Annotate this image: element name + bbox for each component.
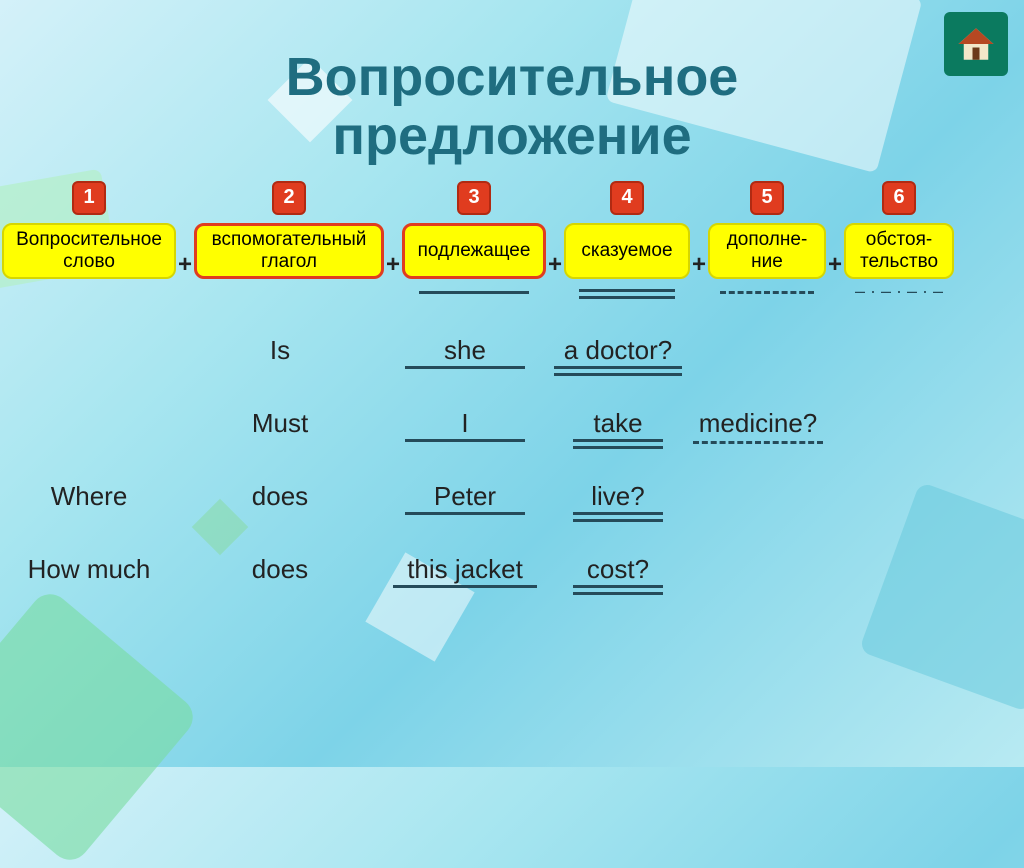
ex4-qword: How much bbox=[2, 554, 176, 585]
underline-key-row bbox=[0, 283, 1024, 307]
example-row-3: Where does Peter live? bbox=[0, 481, 1024, 518]
part-number-5: 5 bbox=[750, 181, 784, 215]
ex4-subject: this jacket bbox=[384, 554, 546, 588]
ex3-qword: Where bbox=[2, 481, 176, 512]
home-icon bbox=[955, 23, 997, 65]
ex3-aux: does bbox=[176, 481, 384, 512]
plus-5: + bbox=[826, 251, 844, 279]
plus-1: + bbox=[176, 251, 194, 279]
part-label-2: вспомогательный глагол bbox=[194, 223, 384, 279]
underline-key-adverbial bbox=[844, 285, 954, 305]
underline-key-subject bbox=[402, 285, 546, 305]
ex3-subject: Peter bbox=[384, 481, 546, 515]
plus-3: + bbox=[546, 251, 564, 279]
example-row-4: How much does this jacket cost? bbox=[0, 554, 1024, 591]
part-number-2: 2 bbox=[272, 181, 306, 215]
example-row-1: Is she a doctor? bbox=[0, 335, 1024, 372]
part-label-5: дополне- ние bbox=[708, 223, 826, 279]
ex2-predicate: take bbox=[546, 408, 690, 445]
underline-key-predicate bbox=[564, 285, 690, 305]
part-col-4: 4 сказуемое bbox=[564, 181, 690, 279]
part-label-1: Вопросительное слово bbox=[2, 223, 176, 279]
part-label-6: обстоя- тельство bbox=[844, 223, 954, 279]
title-line1: Вопросительное bbox=[0, 48, 1024, 107]
parts-header-row: 1 Вопросительное слово + 2 вспомогательн… bbox=[0, 181, 1024, 279]
part-number-4: 4 bbox=[610, 181, 644, 215]
ex1-predicate: a doctor? bbox=[546, 335, 690, 372]
part-label-3: подлежащее bbox=[402, 223, 546, 279]
part-col-2: 2 вспомогательный глагол bbox=[194, 181, 384, 279]
title-line2: предложение bbox=[0, 107, 1024, 166]
underline-key-object bbox=[708, 285, 826, 305]
part-number-3: 3 bbox=[457, 181, 491, 215]
part-number-6: 6 bbox=[882, 181, 916, 215]
ex1-subject: she bbox=[384, 335, 546, 369]
example-row-2: Must I take medicine? bbox=[0, 408, 1024, 445]
ex4-aux: does bbox=[176, 554, 384, 585]
part-col-1: 1 Вопросительное слово bbox=[2, 181, 176, 279]
ex2-object: medicine? bbox=[690, 408, 826, 444]
ex4-predicate: cost? bbox=[546, 554, 690, 591]
ex2-subject: I bbox=[384, 408, 546, 442]
part-col-5: 5 дополне- ние bbox=[708, 181, 826, 279]
plus-2: + bbox=[384, 251, 402, 279]
home-button[interactable] bbox=[944, 12, 1008, 76]
page-title: Вопросительное предложение bbox=[0, 0, 1024, 167]
ex3-predicate: live? bbox=[546, 481, 690, 518]
plus-4: + bbox=[690, 251, 708, 279]
part-col-3: 3 подлежащее bbox=[402, 181, 546, 279]
ex1-aux: Is bbox=[176, 335, 384, 366]
part-number-1: 1 bbox=[72, 181, 106, 215]
ex2-aux: Must bbox=[176, 408, 384, 439]
examples-block: Is she a doctor? Must I take medicine? W… bbox=[0, 335, 1024, 591]
part-label-4: сказуемое bbox=[564, 223, 690, 279]
part-col-6: 6 обстоя- тельство bbox=[844, 181, 954, 279]
